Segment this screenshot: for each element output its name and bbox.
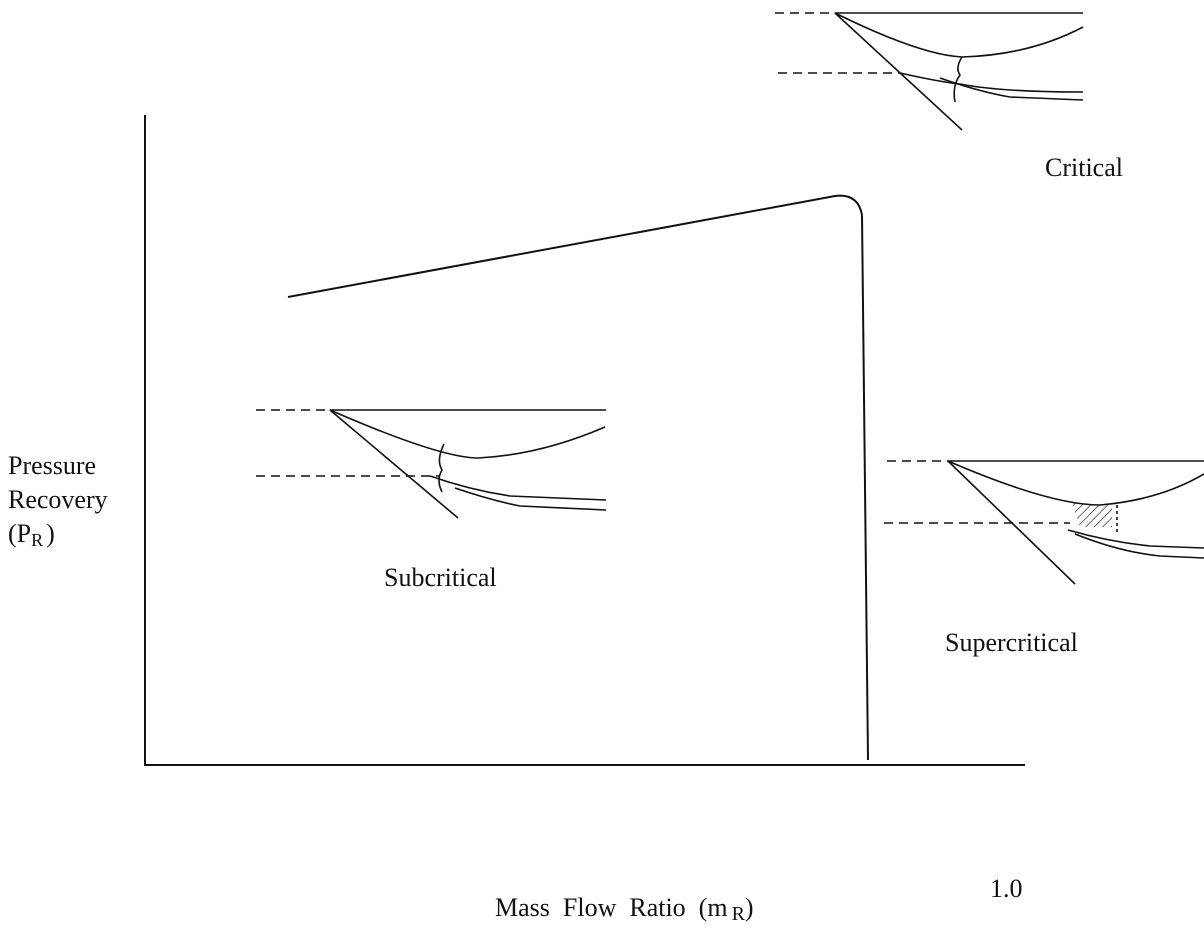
label: ) <box>745 893 754 922</box>
recovery-curve <box>288 196 868 760</box>
critical-inset <box>775 13 1083 130</box>
y-axis-label: Recovery <box>8 485 108 514</box>
y-axis-symbol: (PR) <box>8 519 55 550</box>
y-axis-label: Pressure <box>8 451 96 480</box>
diagram: Critical Subcritical Supercritical Press… <box>0 0 1204 948</box>
x-axis-end-label: 1.0 <box>990 874 1023 903</box>
subscript: R <box>732 903 746 925</box>
supercritical-inset <box>884 461 1204 584</box>
symbol: ) <box>46 519 55 548</box>
subscript: R <box>31 530 43 550</box>
symbol: (P <box>8 519 31 548</box>
subcritical-inset <box>256 410 606 518</box>
regime-label: Critical <box>1045 153 1123 182</box>
regime-label: Subcritical <box>384 563 497 592</box>
regime-label: Supercritical <box>945 628 1078 657</box>
label: Mass Flow Ratio (m <box>495 893 728 922</box>
